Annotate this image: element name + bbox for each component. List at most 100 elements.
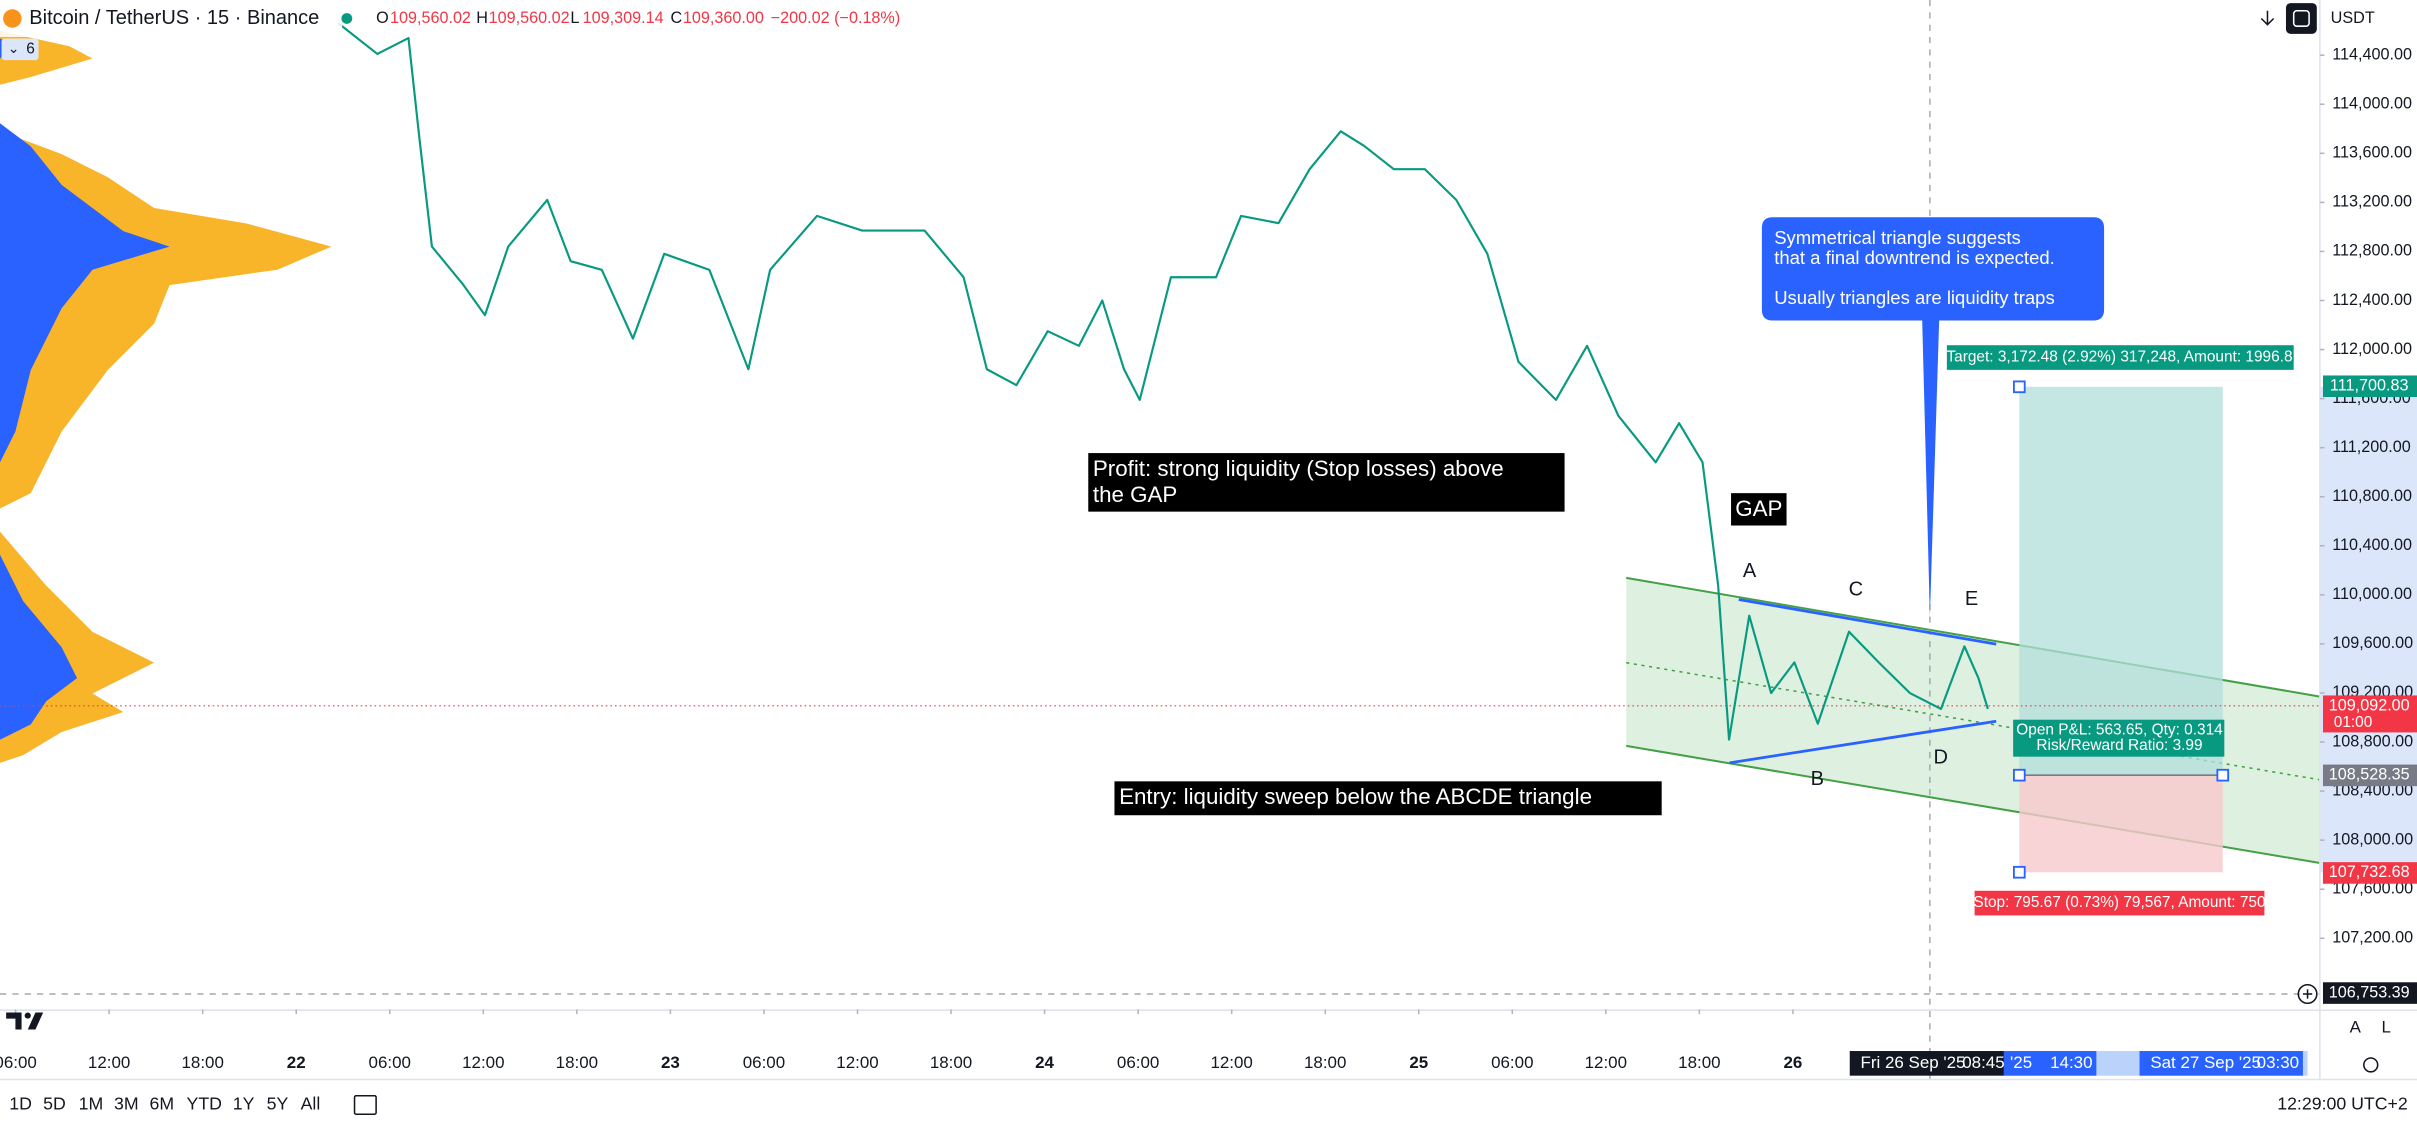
gap-text: GAP [1735,496,1782,521]
ohlc-value: 109,560.02 [390,9,471,27]
range-button[interactable]: 1Y [233,1094,255,1114]
range-button[interactable]: 1D [9,1094,32,1114]
auto-scale-button[interactable]: A [2350,1017,2362,1036]
callout-text: Symmetrical triangle suggests [1774,227,2021,248]
handle[interactable] [2012,865,2026,879]
plot [337,22,1989,741]
stop-label-box [1974,890,2265,916]
time-range-label-box [2139,1051,2303,1076]
x-tick-label: 06:00 [743,1053,785,1072]
ohlc-change: −200.02 (−0.18%) [771,9,900,27]
price-tag-countdown: 01:00 [2334,714,2373,731]
time-range-date: Sat 27 Sep '25 [2150,1053,2261,1072]
target-label-box [1946,345,2294,370]
x-tick-label: 12:00 [1585,1053,1627,1072]
price-tag [2322,982,2417,1004]
y-tick-label: 113,600.00 [2332,144,2412,162]
entry-text: Entry: liquidity sweep below the ABCDE t… [1119,784,1592,809]
handle[interactable] [2216,768,2230,782]
y-tick-label: 111,200.00 [2332,438,2411,456]
handle[interactable] [2012,380,2026,394]
pnl-label: Open P&L: 563.65, Qty: 0.314 [2016,722,2223,739]
callout-text: that a final downtrend is expected. [1774,247,2055,268]
x-tick-label: 12:00 [462,1053,504,1072]
go-to-date-button[interactable] [353,1094,377,1115]
range-button[interactable]: 1M [79,1094,104,1114]
price-tag-label: 109,092.00 [2329,697,2410,715]
ohlc-value: 109,309.14 [583,9,664,27]
volume-profile-down [0,38,170,740]
price-tag-label: 111,700.83 [2330,377,2409,395]
currency-button[interactable]: USDT [2331,9,2375,27]
time-range-date: '25 [2010,1053,2032,1072]
ohlc-key: H [476,9,488,27]
indicators-toggle[interactable] [1,38,39,61]
y-tick-label: 110,400.00 [2332,536,2412,554]
axis-range-highlight [2319,386,2417,873]
indicator-count: 6 [26,40,35,57]
range-button[interactable]: All [301,1094,321,1114]
y-tick-label: 112,800.00 [2332,242,2412,260]
x-tick-label: 12:00 [1210,1053,1252,1072]
range-button[interactable]: 5Y [267,1094,289,1114]
stop-zone [2019,775,2223,873]
price-tag-label: 108,528.35 [2329,766,2410,784]
y-tick-label: 110,000.00 [2332,585,2412,603]
target-zone [2019,386,2223,776]
triangle-lower [1729,719,1997,765]
symbol-title[interactable]: Bitcoin / TetherUS · 15 · Binance [29,7,319,29]
x-tick-label: 22 [287,1053,306,1072]
point-label: D [1933,747,1947,769]
download-icon[interactable] [2260,10,2275,26]
ohlc-value: 109,560.02 [489,9,570,27]
volume-profile [0,30,332,763]
range-button[interactable]: 3M [114,1094,139,1114]
price-tag-label: 107,732.68 [2329,863,2410,881]
stop-label: Stop: 795.67 (0.73%) 79,567, Amount: 750 [1973,894,2265,911]
pnl-box [2013,719,2225,757]
handles [2012,380,2230,879]
handle[interactable] [2012,768,2026,782]
x-tick-label: 06:00 [369,1053,411,1072]
settings-button[interactable] [2363,1057,2379,1073]
symbol-logo [3,9,22,28]
ohlc-value: 109,360.00 [683,9,764,27]
x-tick-label: 24 [1035,1053,1054,1072]
point-label: A [1743,560,1757,582]
point-label: B [1811,768,1824,790]
price-tag-label: 106,753.39 [2329,983,2410,1001]
price-tag [2322,862,2417,884]
time-range-time: 03:30 [2257,1053,2299,1072]
x-tick-label: 12:00 [836,1053,878,1072]
price-tag [2322,764,2417,787]
callout [1761,217,2105,617]
callout-text: Usually triangles are liquidity traps [1774,287,2055,308]
triangle-upper [1738,598,1997,646]
y-tick-label: 114,400.00 [2332,45,2412,63]
target-label: Target: 3,172.48 (2.92%) 317,248, Amount… [1946,349,2292,366]
clock: 12:29:00 UTC+2 [2277,1094,2408,1114]
point-label: E [1965,588,1978,610]
x-tick-label: 18:00 [930,1053,972,1072]
range-button[interactable]: 5D [43,1094,66,1114]
range-button[interactable]: 6M [150,1094,175,1114]
y-tick-label: 114,000.00 [2332,95,2412,113]
price-tag [2322,695,2417,733]
crosshair-time: 08:45 [1962,1053,2004,1072]
x-tick-label: 18:00 [1304,1053,1346,1072]
y-tick-label: 112,400.00 [2332,291,2412,309]
profit-box [1088,453,1565,512]
tv-logo-dot [24,1012,31,1019]
add-button[interactable] [2297,983,2318,1005]
x-tick-label: 12:00 [88,1053,130,1072]
x-tick-label: 25 [1409,1053,1428,1072]
time-axis: 06:00 12:00 18:00 22 06:00 12:00 18:00 23 06:00 1… [0,1009,1802,1072]
compare-button[interactable] [2285,3,2317,34]
range-button[interactable]: YTD [187,1094,222,1114]
y-tick-label: 108,000.00 [2332,830,2413,848]
log-scale-button[interactable]: L [2381,1017,2390,1036]
x-tick-label: 18:00 [556,1053,598,1072]
time-range-label-box [2003,1051,2097,1076]
